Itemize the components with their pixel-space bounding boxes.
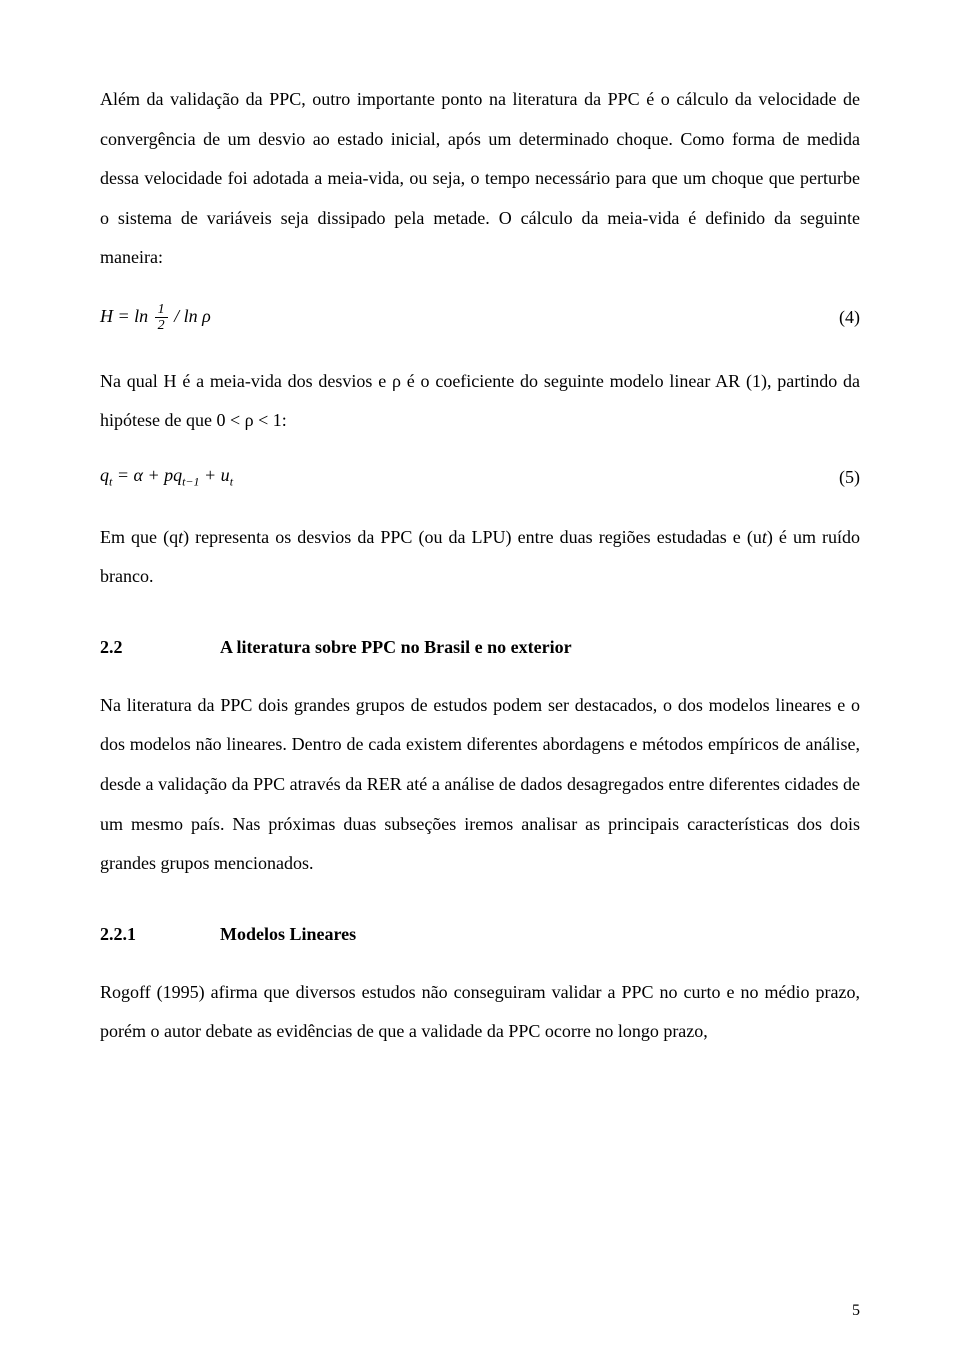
- eq5-number: (5): [839, 467, 860, 488]
- eq5-sub-ut: t: [230, 475, 233, 489]
- paragraph-literature: Na literatura da PPC dois grandes grupos…: [100, 686, 860, 884]
- paragraph-ar1: Na qual H é a meia-vida dos desvios e ρ …: [100, 362, 860, 441]
- eq4-suffix: / ln ρ: [174, 306, 211, 326]
- section-2-2-1-heading: 2.2.1 Modelos Lineares: [100, 924, 860, 945]
- paragraph-intro: Além da validação da PPC, outro importan…: [100, 80, 860, 278]
- equation-4-block: H = ln 1 2 / ln ρ (4): [100, 302, 860, 334]
- eq4-prefix: H = ln: [100, 306, 148, 326]
- eq5-plus-u: + u: [200, 465, 230, 485]
- paragraph-rogoff: Rogoff (1995) afirma que diversos estudo…: [100, 973, 860, 1052]
- section-2-2-heading: 2.2 A literatura sobre PPC no Brasil e n…: [100, 637, 860, 658]
- section-2-2-1-num: 2.2.1: [100, 924, 220, 945]
- eq5-sub-tm1: t−1: [182, 475, 199, 489]
- para3-mid: ) representa os desvios da PPC (ou da LP…: [183, 527, 762, 547]
- eq4-frac-num: 1: [155, 302, 168, 318]
- eq4-number: (4): [839, 307, 860, 328]
- equation-4: H = ln 1 2 / ln ρ: [100, 302, 211, 334]
- section-2-2-title: A literatura sobre PPC no Brasil e no ex…: [220, 637, 572, 658]
- section-2-2-1-title: Modelos Lineares: [220, 924, 356, 945]
- equation-5: qt = α + pqt−1 + ut: [100, 465, 233, 490]
- paragraph-noise: Em que (qt) representa os desvios da PPC…: [100, 518, 860, 597]
- para3-prefix: Em que (q: [100, 527, 178, 547]
- page-container: Além da validação da PPC, outro importan…: [0, 0, 960, 1360]
- equation-5-block: qt = α + pqt−1 + ut (5): [100, 465, 860, 490]
- eq4-fraction: 1 2: [155, 302, 168, 334]
- page-number: 5: [852, 1302, 860, 1320]
- eq5-q2: q: [173, 465, 182, 485]
- section-2-2-num: 2.2: [100, 637, 220, 658]
- eq5-mid: = α + p: [112, 465, 173, 485]
- eq4-frac-den: 2: [155, 318, 168, 333]
- eq5-q: q: [100, 465, 109, 485]
